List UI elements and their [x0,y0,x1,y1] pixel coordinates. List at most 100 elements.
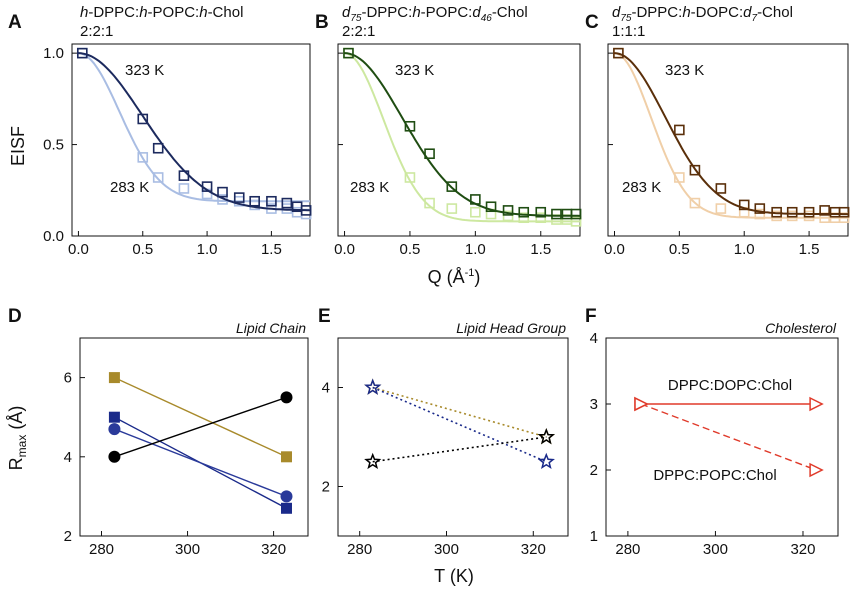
data-point-323k-b [551,208,562,220]
data-point-323k-b [561,208,573,220]
x-tick-label-c: 0.0 [604,241,625,258]
x-tick-label-c: 0.5 [669,241,690,258]
y-tick-label-d: 2 [64,528,72,545]
plot-area-a: 0.0 0.5 1.0 1.5 0.0 0.5 1.0 [43,43,312,258]
x-axis-label-bottom: T (K) [434,566,474,586]
fit-curve-323k-a [78,52,310,212]
data-point-283k-b [404,172,416,183]
y-tick-label-d: 6 [64,370,72,387]
data-point-283k-b [570,216,582,227]
data-point-323k-b [485,201,497,213]
panel-c: C d75-DPPC:h-DOPC:d7-Chol 1:1:1 0.0 0.5 1.… [585,4,850,258]
annotation-323k-a: 323 K [125,62,164,79]
panel-letter-d: D [8,306,22,327]
data-point-d-series2 [108,423,121,436]
annotation-283k-a: 283 K [110,179,149,196]
panel-d: D Lipid Chain 280 300 320 2 4 6 Rmax (Å) [6,306,309,558]
x-tick-label-d: 320 [261,541,286,558]
annotation-283k-b: 283 K [350,179,389,196]
data-point-323k-c [689,164,701,176]
data-point-d-series3 [280,391,293,404]
x-tick-label-e: 300 [434,541,459,558]
data-point-283k-b [424,197,435,209]
data-point-323k-c [829,206,841,218]
x-tick-label-b: 0.0 [334,241,355,258]
plot-frame-b [337,43,581,237]
x-tick-label-d: 280 [89,541,114,558]
data-point-283k-c [803,210,815,222]
panel-letter-b: B [315,12,329,33]
x-tick-label-f: 320 [790,541,815,558]
data-point-283k-b [502,210,514,222]
data-point-323k-c [819,205,830,216]
data-point-323k-a [217,186,228,198]
panel-f: F Cholesterol 280 300 320 1 2 3 4 DPPC:DOPC:Ch… [585,306,839,558]
data-point-d-series0 [280,451,292,463]
data-point-323k-a [76,47,88,59]
data-point-323k-a [300,205,312,216]
data-point-e-series2 [537,427,556,445]
x-tick-label-f: 300 [703,541,728,558]
series-line-d-2 [114,428,287,498]
series-label-popc: DPPC:POPC:Chol [653,467,776,484]
series-line-d-3 [114,396,287,458]
data-point-283k-b [470,206,481,218]
data-point-d-series3 [108,450,121,463]
series-line-d-0 [114,376,287,458]
plot-frame-e [337,337,569,537]
data-point-e-series1 [364,378,382,395]
panel-c-title-line2: 1:1:1 [612,23,645,40]
data-point-323k-c [674,124,685,136]
data-point-283k-c [715,203,727,214]
data-point-323k-a [233,192,245,203]
x-tick-label-b: 1.0 [465,241,486,258]
fit-curve-323k-c [614,52,848,216]
data-point-323k-c [786,206,798,218]
x-tick-label-c: 1.5 [799,241,820,258]
panel-letter-c: C [585,12,599,33]
y-axis-label-d: Rmax (Å) [6,406,29,471]
data-point-283k-b [518,212,530,224]
panel-letter-a: A [8,12,22,33]
data-point-323k-b [535,206,547,218]
data-point-323k-c [754,203,766,214]
plot-area-c: 0.0 0.5 1.0 1.5 [604,43,850,258]
x-tick-label-f: 280 [615,541,640,558]
x-tick-label-b: 1.5 [530,241,551,258]
plot-area-f: 280 300 320 1 2 3 4 [590,330,839,558]
y-tick-label-a: 1.0 [43,45,64,62]
data-point-323k-a [249,195,260,207]
data-point-323k-b [470,194,481,205]
data-point-d-series1 [108,411,120,423]
panel-a-title-line1: h-DPPC:h-POPC:h-Chol [80,4,243,21]
annotation-323k-b: 323 K [395,62,434,79]
plot-area-b: 0.0 0.5 1.0 1.5 [334,43,582,258]
data-point-323k-b [404,120,416,132]
annotation-323k-c: 323 K [665,62,704,79]
y-tick-label-f: 1 [590,528,598,545]
y-tick-label-f: 2 [590,462,598,479]
plot-area-d: 280 300 320 2 4 6 [64,337,309,558]
y-tick-label-e: 2 [322,479,330,496]
data-point-f-series1 [809,462,824,478]
plot-area-e: 280 300 320 2 4 [322,337,569,558]
data-point-323k-c [715,183,727,194]
fit-curve-323k-b [344,52,581,217]
data-point-283k-a [137,152,149,163]
data-point-283k-a [152,172,164,183]
panel-letter-f: F [585,306,597,327]
series-label-dopc: DPPC:DOPC:Chol [668,377,792,394]
data-point-323k-a [137,113,149,125]
data-point-283k-b [446,203,458,214]
plot-frame-d [79,337,309,537]
data-point-283k-a [178,183,190,194]
fit-curve-283k-a [78,52,310,203]
fit-curve-283k-c [614,52,848,219]
y-tick-label-d: 4 [64,449,72,466]
x-axis-label-top: Q (Å-1) [428,267,481,287]
data-point-323k-b [343,47,354,59]
category-label-f: Cholesterol [765,320,837,336]
data-point-323k-c [613,47,624,59]
x-tick-label-a: 0.0 [68,241,89,258]
